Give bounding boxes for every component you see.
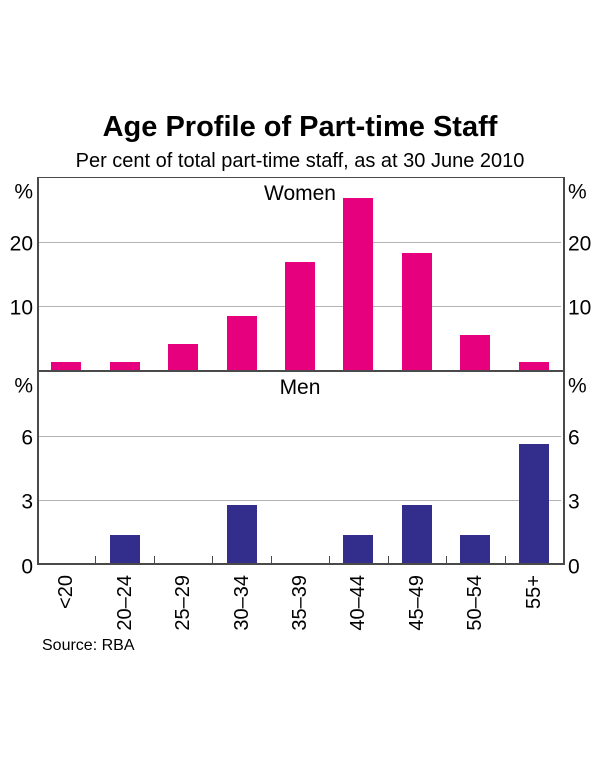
y-axis-tick-label: 20 <box>9 232 33 256</box>
bar-men-9 <box>518 444 549 565</box>
x-axis-label: 25–29 <box>172 575 195 631</box>
bar-men-7 <box>401 504 432 565</box>
y-axis-unit-label: % <box>568 180 587 204</box>
x-axis-tick <box>212 556 214 563</box>
x-axis-tick <box>504 556 506 563</box>
x-axis-label: 45–49 <box>405 575 428 631</box>
x-axis-label: 40–44 <box>347 575 370 631</box>
bar-men-4 <box>226 504 257 565</box>
y-axis-unit-label: % <box>14 180 33 204</box>
x-axis-label: 30–34 <box>230 575 253 631</box>
bar-women-5 <box>285 261 315 371</box>
bar-men-8 <box>460 534 491 565</box>
y-axis-tick-label: 20 <box>568 232 592 256</box>
bar-women-8 <box>460 334 491 371</box>
x-axis-label: 20–24 <box>113 575 136 631</box>
x-axis-tick <box>95 556 97 563</box>
y-axis-tick-label: 6 <box>568 426 580 450</box>
bar-women-2 <box>109 361 140 371</box>
bar-women-1 <box>51 361 82 371</box>
y-axis-tick-label: 10 <box>568 296 592 320</box>
x-axis-label: 35–39 <box>289 575 311 631</box>
x-axis-label: 55+ <box>522 575 545 609</box>
chart-subtitle: Per cent of total part-time staff, as at… <box>75 150 525 172</box>
y-axis-tick-label: 3 <box>21 490 33 514</box>
bar-women-3 <box>168 343 199 371</box>
bar-women-7 <box>401 252 432 371</box>
x-axis-baseline <box>37 563 563 565</box>
panel-label-women: Women <box>264 182 336 205</box>
bar-women-4 <box>226 316 257 371</box>
panel-divider-axis <box>37 370 563 372</box>
x-axis-tick <box>270 556 272 563</box>
bar-men-2 <box>109 534 140 565</box>
y-axis-unit-label: % <box>14 374 33 398</box>
source-note: Source: RBA <box>42 637 135 654</box>
y-axis-tick-label: 0 <box>568 555 580 579</box>
y-axis-tick-label: 10 <box>9 296 33 320</box>
x-axis-tick <box>153 556 155 563</box>
gridline <box>39 500 561 502</box>
x-axis-tick <box>446 556 448 563</box>
x-axis-tick <box>387 556 389 563</box>
x-axis-label: <20 <box>55 575 78 609</box>
y-axis-tick-label: 3 <box>568 490 580 514</box>
bar-women-6 <box>343 197 374 371</box>
x-axis-tick <box>329 556 331 563</box>
gridline <box>39 241 561 243</box>
gridline <box>39 435 561 437</box>
x-axis-label: 50–54 <box>464 575 487 631</box>
y-axis-tick-label: 0 <box>21 555 33 579</box>
y-axis-unit-label: % <box>568 374 587 398</box>
panel-label-men: Men <box>279 376 321 399</box>
y-axis-tick-label: 6 <box>21 426 33 450</box>
chart-title: Age Profile of Part-time Staff <box>102 111 498 143</box>
bar-men-6 <box>343 534 374 565</box>
bar-women-9 <box>518 361 549 371</box>
